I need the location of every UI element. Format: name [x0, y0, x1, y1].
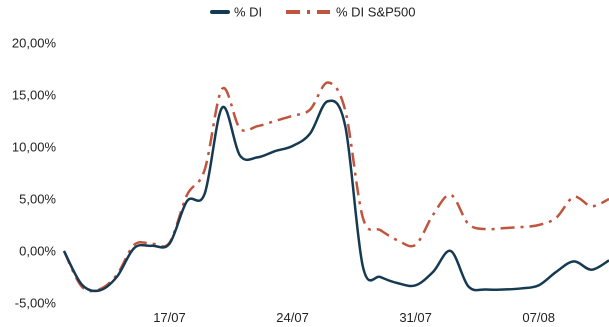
y-tick-label: 0,00% — [19, 244, 56, 259]
y-tick-label: 10,00% — [12, 140, 57, 155]
x-tick-label: 24/07 — [276, 310, 309, 325]
x-tick-label: 31/07 — [399, 310, 432, 325]
y-tick-label: 20,00% — [12, 36, 57, 51]
y-tick-label: -5,00% — [15, 296, 57, 311]
x-tick-label: 07/08 — [522, 310, 555, 325]
legend-label-di: % DI — [234, 5, 262, 20]
series-line-di-s-p500 — [62, 81, 609, 293]
y-axis: -5,00% 0,00% 5,00% 10,00% 15,00% 20,00% — [12, 36, 57, 311]
plot-area — [62, 81, 609, 293]
legend-label-di-sp500: % DI S&P500 — [336, 5, 416, 20]
x-tick-label: 17/07 — [153, 310, 186, 325]
y-tick-label: 15,00% — [12, 88, 57, 103]
series-line-di — [62, 99, 609, 293]
x-axis: 17/07 24/07 31/07 07/08 — [153, 310, 555, 325]
chart-legend: % DI % DI S&P500 — [210, 5, 416, 20]
y-tick-label: 5,00% — [19, 192, 56, 207]
